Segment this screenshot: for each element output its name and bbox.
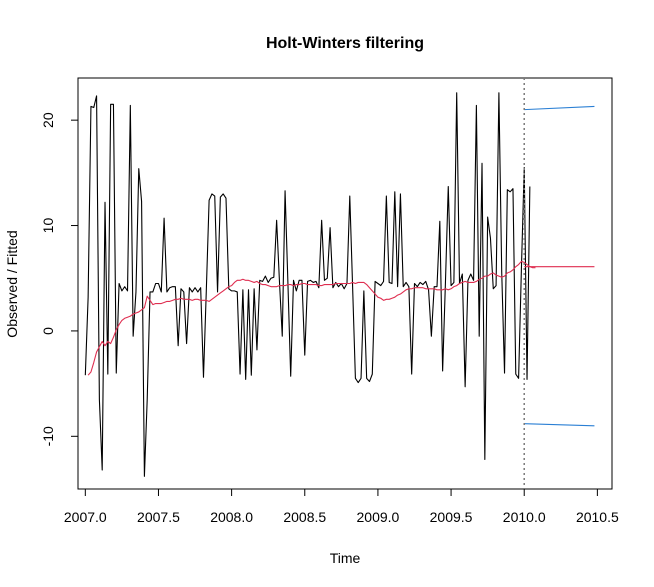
x-axis: 2007.0 2007.5 2008.0 2008.5 2009.0 2009.5 2010… [64, 488, 619, 525]
y-axis-label: Observed / Fitted [4, 230, 20, 337]
y-tick-label: 20 [40, 112, 56, 128]
forecast-upper-line [524, 105, 595, 111]
x-tick-label: 2010.5 [576, 509, 619, 525]
x-tick-label: 2007.5 [137, 509, 180, 525]
chart-title: Holt-Winters filtering [266, 35, 424, 52]
x-tick-label: 2007.0 [64, 509, 107, 525]
y-axis: -10 0 10 20 [40, 112, 79, 446]
x-tick-label: 2009.0 [357, 509, 400, 525]
x-axis-label: Time [330, 550, 361, 566]
fitted-series-line [87, 260, 536, 376]
x-tick-label: 2009.5 [430, 509, 473, 525]
x-tick-label: 2008.5 [283, 509, 326, 525]
y-tick-label: 10 [40, 218, 56, 234]
x-tick-label: 2010.0 [503, 509, 546, 525]
series-layer [84, 92, 595, 477]
y-tick-label: 0 [40, 327, 56, 335]
y-tick-label: -10 [40, 426, 56, 446]
forecast-lower-line [524, 423, 595, 427]
x-tick-label: 2008.0 [210, 509, 253, 525]
observed-series-line [84, 92, 531, 477]
